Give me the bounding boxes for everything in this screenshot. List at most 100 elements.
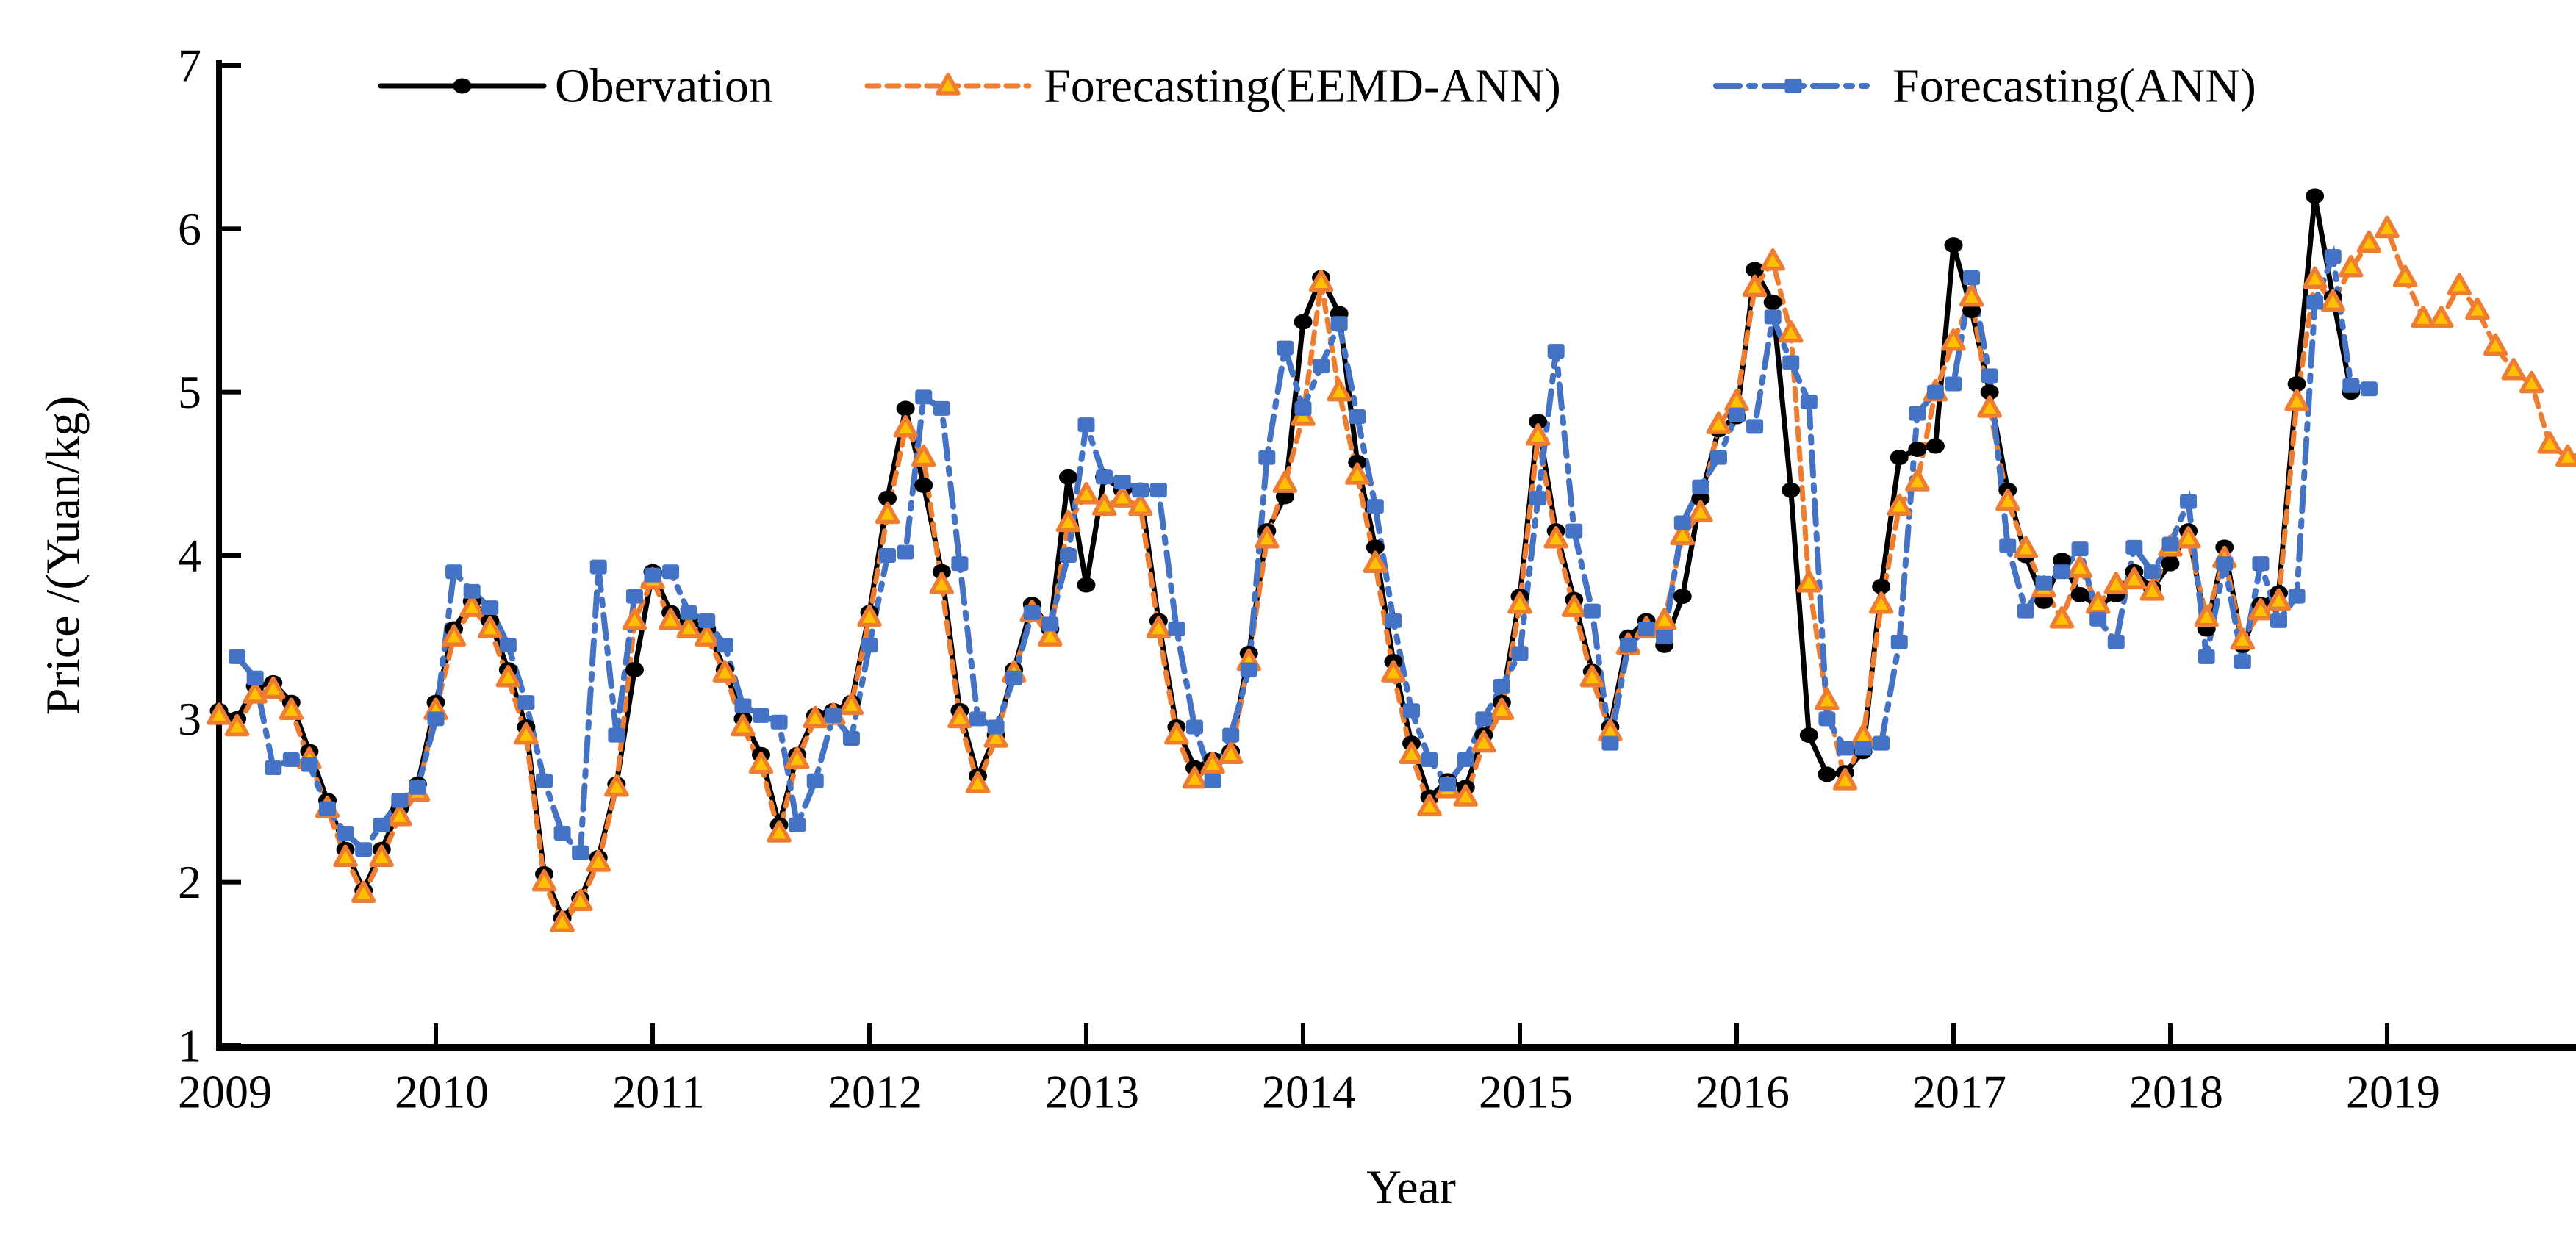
ann-point-marker: [2252, 556, 2270, 572]
ann-point-marker: [1926, 384, 1944, 400]
eemd-ann-point-marker: [947, 705, 972, 729]
ann-point-marker: [1673, 515, 1691, 530]
x-tick-label: 2017: [1912, 1066, 2006, 1118]
chart-canvas: 1 2 3 4 5 6 7 2009 2010 2011 2012 2013 2014 2015 2016 2…: [37, 40, 2576, 1214]
eemd-ann-point-marker: [1164, 721, 1189, 745]
ann-point-marker: [734, 698, 752, 713]
eemd-ann-point-marker: [1308, 269, 1334, 292]
eemd-ann-point-marker: [279, 697, 304, 720]
ann-point-marker: [2360, 381, 2378, 397]
ann-point-marker: [2107, 634, 2125, 649]
ann-point-marker: [427, 711, 445, 727]
eemd-ann-point-marker: [1688, 500, 1713, 522]
ann-point-marker: [1963, 270, 1981, 286]
x-tick: [867, 1023, 872, 1044]
eemd-ann-point-marker: [1832, 768, 1858, 791]
eemd-ann-point-marker: [1525, 422, 1551, 446]
y-tick: [222, 63, 241, 68]
eemd-ann-point-marker: [2139, 578, 2165, 601]
ann-point-marker: [753, 708, 769, 723]
y-axis-title: Price /(Yuan/kg): [37, 396, 90, 715]
eemd-ann-point-marker: [567, 888, 593, 912]
ann-point-marker: [987, 719, 1005, 735]
ann-point-marker: [1620, 638, 1637, 653]
ann-point-marker: [1349, 409, 1366, 425]
eemd-ann-point-marker: [1453, 784, 1478, 807]
ann-point-marker: [1258, 450, 1276, 465]
eemd-ann-point-marker: [1868, 591, 1894, 614]
ann-point-marker: [698, 613, 716, 628]
eemd-ann-point-marker: [965, 771, 991, 794]
observation-point-marker: [1077, 577, 1096, 593]
y-tick: [222, 553, 241, 558]
eemd-ann-point-marker: [936, 73, 961, 96]
eemd-ann-point-marker: [2501, 358, 2526, 381]
ann-point-marker: [2053, 564, 2070, 580]
price-forecast-chart: 1 2 3 4 5 6 7 2009 2010 2011 2012 2013 2014 2015 2016 2…: [29, 12, 2576, 1226]
eemd-ann-point-marker: [2049, 605, 2075, 629]
ann-point-marker: [1818, 711, 1836, 727]
ann-point-marker: [1493, 678, 1510, 694]
observation-point-marker: [1818, 766, 1837, 782]
ann-point-marker: [1366, 499, 1384, 514]
eemd-ann-point-marker: [514, 721, 539, 745]
ann-point-marker: [282, 752, 300, 767]
ann-point-marker: [2234, 654, 2251, 669]
eemd-ann-point-marker: [1345, 462, 1370, 485]
x-tick-label: 2012: [828, 1066, 922, 1118]
eemd-ann-point-marker: [2519, 370, 2544, 394]
ann-point-marker: [644, 567, 661, 583]
eemd-ann-point-marker: [875, 501, 900, 525]
eemd-ann-point-marker: [2284, 389, 2309, 411]
ann-point-marker: [2216, 556, 2234, 572]
eemd-ann-point-marker: [622, 608, 647, 630]
observation-point-marker: [932, 564, 951, 580]
x-tick-label: 2014: [1262, 1066, 1356, 1118]
ann-point-marker: [1439, 777, 1457, 792]
x-tick-label: 2013: [1045, 1066, 1139, 1118]
eemd-ann-point-marker: [387, 803, 412, 827]
y-tick-label: 1: [178, 1020, 201, 1072]
x-tick: [217, 1023, 221, 1044]
ann-point-marker: [1709, 450, 1727, 465]
eemd-ann-point-marker: [1255, 526, 1280, 549]
ann-point-marker: [1005, 670, 1023, 685]
eemd-ann-point-marker: [857, 604, 882, 627]
eemd-ann-point-marker: [1706, 411, 1732, 434]
eemd-ann-point-marker: [1182, 766, 1208, 789]
ann-point-marker: [355, 842, 373, 857]
x-tick: [650, 1023, 655, 1044]
eemd-ann-point-marker: [2013, 536, 2039, 558]
ann-point-marker: [1784, 79, 1802, 93]
ann-point-marker: [2342, 378, 2360, 393]
ann-point-marker: [463, 583, 481, 599]
ann-point-marker: [1873, 735, 1890, 751]
ann-point-marker: [1276, 340, 1294, 356]
y-tick: [222, 879, 241, 885]
eemd-ann-point-marker: [531, 868, 557, 892]
x-axis-title: Year: [1366, 1161, 1456, 1214]
observation-point-marker: [1294, 314, 1313, 330]
x-tick: [2385, 1023, 2389, 1044]
observation-point-marker: [1980, 384, 1999, 400]
eemd-ann-point-marker: [983, 725, 1008, 748]
observation-point-marker: [2306, 188, 2325, 204]
x-tick-label: 2015: [1479, 1066, 1573, 1118]
eemd-ann-point-marker: [1055, 509, 1081, 533]
eemd-ann-point-marker: [1724, 389, 1749, 411]
ann-point-marker: [1313, 359, 1330, 374]
ann-point-marker: [806, 773, 824, 788]
ann-point-marker: [1854, 741, 1872, 756]
eemd-ann-point-marker: [2122, 566, 2147, 590]
eemd-ann-point-marker: [839, 692, 864, 716]
ann-point-marker: [1059, 548, 1077, 564]
ann-point-marker: [608, 727, 625, 743]
eemd-ann-point-marker: [2429, 305, 2454, 328]
eemd-ann-point-marker: [1779, 320, 1804, 343]
eemd-ann-point-marker: [1074, 481, 1099, 505]
eemd-ann-point-marker: [1091, 493, 1117, 517]
ann-point-marker: [1149, 483, 1167, 498]
x-tick: [434, 1023, 438, 1044]
y-axis-spine: [216, 60, 222, 1050]
eemd-ann-point-marker: [550, 910, 575, 932]
